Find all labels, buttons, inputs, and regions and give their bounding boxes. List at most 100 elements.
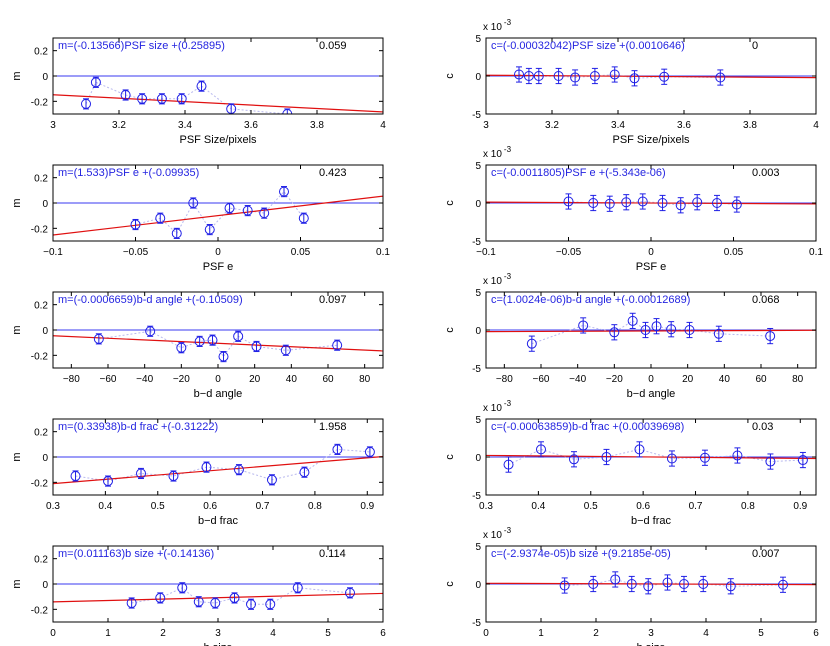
x-tick-label: −80 bbox=[63, 374, 80, 385]
x-tick-label: 3.4 bbox=[178, 120, 192, 131]
fit-equation: m=(-0.13566)PSF size +(0.25895) bbox=[58, 40, 225, 52]
data-point bbox=[588, 575, 599, 593]
marker-circle bbox=[609, 327, 620, 338]
fit-equation: m=(-0.0006659)b-d angle +(-0.10509) bbox=[58, 294, 243, 306]
x-tick-label: 3 bbox=[648, 628, 654, 639]
x-tick-label: 0 bbox=[648, 374, 654, 385]
marker-circle bbox=[332, 340, 343, 351]
data-point bbox=[713, 325, 724, 342]
y-tick-label: -5 bbox=[472, 491, 481, 502]
data-point bbox=[259, 207, 270, 219]
x-axis-label: PSF e bbox=[636, 261, 667, 273]
y-tick-label: -5 bbox=[472, 110, 481, 121]
y-axis-label: m bbox=[11, 452, 23, 461]
x-tick-label: 6 bbox=[813, 628, 819, 639]
marker-circle bbox=[130, 219, 141, 230]
data-point bbox=[226, 103, 237, 114]
x-tick-label: 0 bbox=[50, 628, 56, 639]
marker-circle bbox=[715, 72, 726, 83]
x-axis-label: b size bbox=[204, 642, 233, 646]
subplot-1: 3 3.2 3.4 3.6 3.8 4 0.2 0 -0.2 PSF Size/pixels m m=… bbox=[11, 37, 386, 146]
data-point bbox=[778, 576, 788, 593]
x-tick-label: 4 bbox=[270, 628, 276, 639]
y-tick-label: -0.2 bbox=[31, 478, 49, 489]
marker-circle bbox=[675, 200, 686, 211]
x-tick-label: −40 bbox=[136, 374, 153, 385]
subplot-6: −80 −60 −40 −20 0 20 40 60 80 5 0 -5 b−d angle c x 10-… bbox=[444, 272, 817, 400]
x-tick-label: 0.4 bbox=[98, 501, 112, 512]
x-tick-label: 3 bbox=[483, 120, 489, 131]
data-point bbox=[604, 195, 615, 212]
data-point bbox=[265, 598, 276, 610]
fit-line bbox=[53, 335, 383, 352]
marker-circle bbox=[601, 452, 612, 462]
x-tick-label: −60 bbox=[533, 374, 550, 385]
marker-circle bbox=[570, 72, 581, 83]
data-point bbox=[640, 321, 651, 339]
marker-circle bbox=[103, 476, 113, 487]
data-point bbox=[731, 196, 742, 213]
y-exponent-label: x 10 -3 bbox=[483, 272, 512, 287]
y-exponent-power: -3 bbox=[504, 526, 512, 535]
data-point bbox=[725, 578, 736, 595]
fit-equation: c=(-0.0011805)PSF e +(-5.343e-06) bbox=[491, 167, 666, 179]
marker-circle bbox=[662, 577, 673, 588]
marker-circle bbox=[666, 324, 677, 335]
marker-circle bbox=[732, 450, 743, 461]
marker-circle bbox=[523, 71, 534, 81]
data-point bbox=[643, 578, 654, 595]
x-tick-label: 3.6 bbox=[244, 120, 258, 131]
x-tick-label: 3.4 bbox=[611, 120, 625, 131]
y-tick-label: 0 bbox=[42, 326, 48, 337]
data-point bbox=[684, 321, 695, 339]
x-axis-label: b−d frac bbox=[631, 515, 672, 527]
marker-circle bbox=[242, 205, 253, 216]
marker-circle bbox=[207, 335, 218, 346]
marker-circle bbox=[126, 598, 137, 608]
data-point bbox=[662, 574, 673, 591]
data-point bbox=[171, 227, 182, 239]
x-axis-label: PSF Size/pixels bbox=[179, 134, 257, 146]
y-tick-label: -0.2 bbox=[31, 224, 49, 235]
data-point bbox=[156, 93, 167, 105]
data-point bbox=[177, 582, 188, 594]
x-tick-label: 3.6 bbox=[677, 120, 691, 131]
fit-score: 0.068 bbox=[752, 294, 780, 306]
marker-circle bbox=[218, 351, 229, 362]
y-exponent-base: x 10 bbox=[483, 22, 502, 33]
data-connector bbox=[508, 448, 803, 466]
data-point bbox=[514, 66, 524, 83]
y-tick-label: -5 bbox=[472, 237, 481, 248]
marker-circle bbox=[266, 474, 277, 485]
y-tick-label: 5 bbox=[475, 542, 481, 553]
marker-circle bbox=[136, 468, 146, 479]
data-point bbox=[137, 93, 148, 105]
data-point bbox=[610, 571, 621, 588]
data-point bbox=[126, 597, 137, 609]
data-connector bbox=[531, 320, 771, 345]
data-point bbox=[715, 69, 726, 86]
marker-circle bbox=[81, 98, 91, 109]
x-tick-label: 3.2 bbox=[545, 120, 559, 131]
data-point bbox=[675, 197, 686, 214]
x-tick-label: 20 bbox=[682, 374, 694, 385]
data-point bbox=[280, 344, 291, 356]
x-tick-label: −20 bbox=[173, 374, 190, 385]
x-tick-label: 0.4 bbox=[531, 501, 545, 512]
y-tick-label: -5 bbox=[472, 364, 481, 375]
data-point bbox=[282, 108, 293, 114]
marker-circle bbox=[171, 228, 182, 239]
data-point bbox=[657, 194, 668, 212]
data-point bbox=[204, 224, 215, 236]
marker-circle bbox=[292, 582, 303, 593]
x-tick-label: 3 bbox=[50, 120, 56, 131]
data-point bbox=[332, 339, 343, 351]
marker-circle bbox=[210, 598, 221, 608]
y-axis-label: c bbox=[444, 581, 456, 587]
data-point bbox=[765, 327, 776, 345]
x-tick-label: 0.1 bbox=[809, 247, 823, 258]
y-axis-label: m bbox=[11, 198, 23, 207]
marker-circle bbox=[698, 579, 709, 589]
fit-score: 0.423 bbox=[319, 167, 347, 179]
marker-circle bbox=[621, 197, 632, 208]
